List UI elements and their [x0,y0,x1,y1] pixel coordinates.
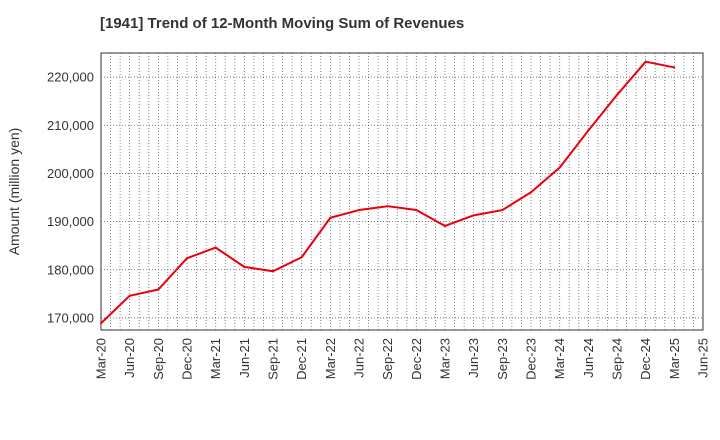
x-tick-label: Dec-23 [524,338,539,380]
plot-frame [100,52,704,331]
x-tick-label: Dec-21 [294,338,309,380]
data-point [300,256,303,259]
x-tick-label: Sep-23 [495,338,510,380]
x-tick-label: Mar-23 [438,338,453,379]
data-point [128,294,131,297]
chart-title: [1941] Trend of 12-Month Moving Sum of R… [100,15,465,32]
data-point [558,166,561,169]
x-tick-label: Sep-20 [151,338,166,380]
data-point [386,205,389,208]
data-point [415,209,418,212]
y-tick-label: 180,000 [47,262,94,277]
x-tick-label: Jun-22 [352,338,367,378]
data-point [644,60,647,63]
data-point [472,214,475,217]
y-tick-label: 170,000 [47,310,94,325]
x-tick-label: Sep-22 [380,338,395,380]
x-tick-label: Dec-22 [409,338,424,380]
x-tick-label: Jun-24 [581,338,596,378]
data-point [186,257,188,260]
data-point [587,129,590,132]
x-tick-label: Mar-25 [667,338,682,379]
data-point [329,216,332,219]
data-point [530,191,532,194]
data-point [673,66,676,69]
data-point [616,93,618,96]
data-point [157,288,160,291]
x-tick-label: Jun-23 [466,338,481,378]
x-tick-label: Dec-24 [638,338,653,380]
x-tick-label: Sep-21 [266,338,281,380]
x-tick-label: Mar-24 [552,338,567,379]
x-tick-label: Jun-25 [696,338,711,378]
data-point [243,265,246,268]
data-point [444,224,446,227]
y-tick-label: 200,000 [47,166,94,181]
y-tick-label: 210,000 [47,118,94,133]
y-tick-label: 190,000 [47,214,94,229]
data-point [501,209,504,212]
x-tick-label: Mar-20 [94,338,109,379]
y-axis-title: Amount (million yen) [6,128,22,256]
data-point [100,322,102,325]
y-tick-label: 220,000 [47,70,94,85]
data-point [214,246,217,249]
x-tick-label: Dec-20 [180,338,195,380]
x-tick-label: Jun-21 [237,338,252,378]
x-tick-label: Jun-20 [122,338,137,378]
x-tick-label: Mar-21 [208,338,223,379]
data-point [358,209,360,212]
x-tick-label: Mar-22 [323,338,338,379]
x-tick-label: Sep-24 [610,338,625,380]
data-point [272,270,274,273]
